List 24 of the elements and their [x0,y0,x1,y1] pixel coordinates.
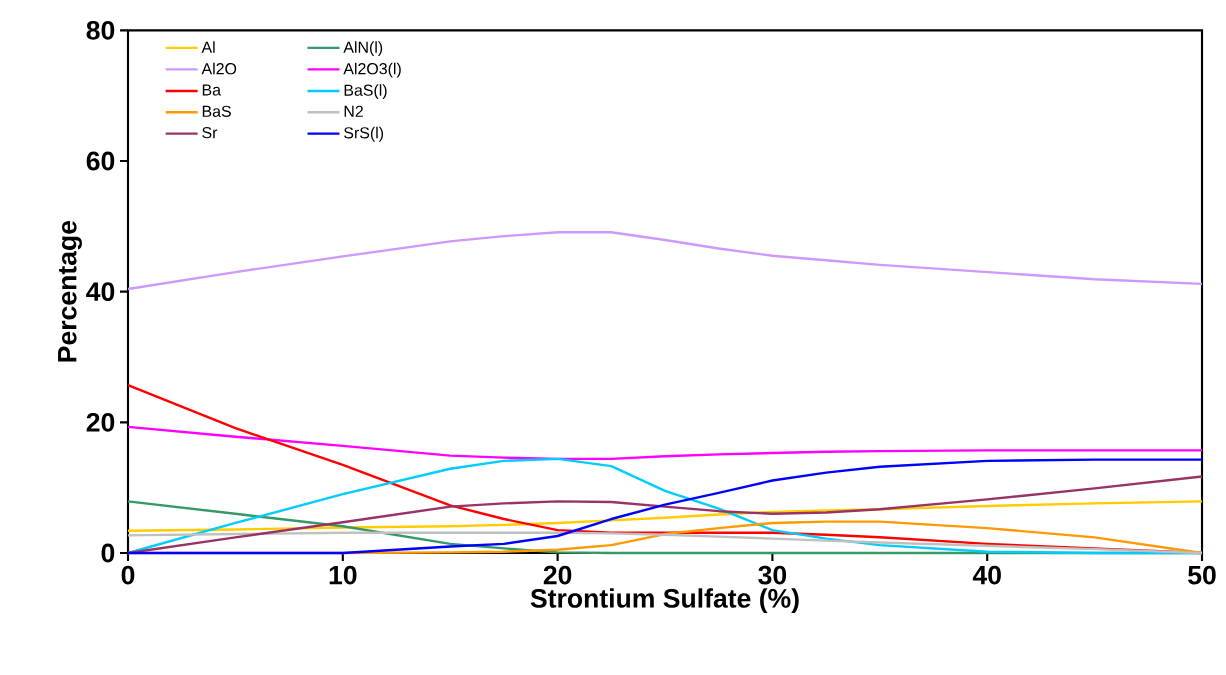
y-tick-label: 20 [86,412,115,432]
legend-label: Al2O [201,62,237,75]
legend-label: N2 [344,105,363,117]
x-tick-label: 0 [121,565,135,585]
legend-label: BaS(l) [344,84,387,100]
legend-label: AlN(l) [343,41,383,56]
legend-label: BaS [202,105,231,117]
legend-label: Al2O3(l) [343,62,401,78]
x-tick-label: 20 [543,565,572,585]
y-tick-label: 80 [86,20,115,40]
x-tick-label: 50 [1188,565,1216,585]
x-axis-title: Strontium Sulfate (%) [530,588,799,614]
y-tick-label: 40 [86,282,115,302]
legend-label: Ba [202,84,221,96]
legend-label: Al [201,41,215,53]
legend-label: Sr [202,127,218,139]
legend-label: SrS(l) [344,126,384,142]
y-tick-label: 60 [86,151,115,171]
y-axis-title: Percentage [58,220,82,362]
x-tick-label: 10 [329,565,357,585]
x-tick-label: 40 [972,565,1001,585]
y-tick-label: 0 [101,543,115,563]
x-tick-label: 30 [758,565,787,585]
line-series [126,500,1204,532]
